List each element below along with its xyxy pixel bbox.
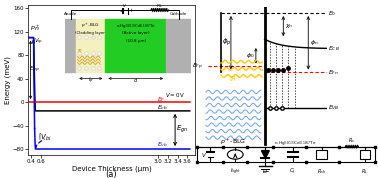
Text: $\phi_n$: $\phi_n$ <box>310 38 318 47</box>
Text: $E_F$: $E_F$ <box>157 95 166 104</box>
Text: $E_0$: $E_0$ <box>328 9 336 17</box>
Text: $E_{VB}$: $E_{VB}$ <box>328 104 340 112</box>
Text: $V = 0\,\mathrm{V}$: $V = 0\,\mathrm{V}$ <box>165 91 186 99</box>
Text: $C_j$: $C_j$ <box>290 167 296 177</box>
Text: $E_{cb}$: $E_{cb}$ <box>157 103 168 112</box>
Text: $E_{vb}$: $E_{vb}$ <box>157 140 168 149</box>
Text: $E_{CB}$: $E_{CB}$ <box>328 44 340 53</box>
Text: $E_{gp}$: $E_{gp}$ <box>29 65 40 75</box>
Text: $R_s$: $R_s$ <box>348 136 355 145</box>
Text: $\lceil V_{bi}$: $\lceil V_{bi}$ <box>38 132 52 143</box>
Text: $\phi_0$: $\phi_0$ <box>246 51 254 60</box>
Text: $E_{gn}$: $E_{gn}$ <box>176 124 188 135</box>
Text: $\chi_n$: $\chi_n$ <box>285 22 293 30</box>
Bar <box>360 150 370 159</box>
Polygon shape <box>262 151 269 158</box>
Text: $R_L$: $R_L$ <box>361 167 369 176</box>
Y-axis label: Energy (meV): Energy (meV) <box>5 56 11 104</box>
Text: $E_{Fn}$: $E_{Fn}$ <box>328 68 339 77</box>
Text: $E_{Fp}$: $E_{Fp}$ <box>192 61 203 72</box>
Bar <box>316 150 327 159</box>
Text: $R_{sh}$: $R_{sh}$ <box>317 167 326 176</box>
Text: $I_{light}$: $I_{light}$ <box>230 167 241 177</box>
Text: IR: IR <box>230 76 237 82</box>
Text: $n$: $n$ <box>34 25 39 32</box>
Text: $V_{ip}$: $V_{ip}$ <box>34 37 43 47</box>
Text: $p^+$: $p^+$ <box>29 23 40 33</box>
Text: $V$: $V$ <box>201 151 207 158</box>
Text: $D$: $D$ <box>262 167 268 175</box>
Text: $p^+$-BLG: $p^+$-BLG <box>220 137 246 147</box>
Text: $\phi_p$: $\phi_p$ <box>222 37 232 48</box>
Text: (a): (a) <box>106 170 117 178</box>
Text: $n$-Hg$_{0.8133}$Cd$_{0.1867}$Te: $n$-Hg$_{0.8133}$Cd$_{0.1867}$Te <box>274 139 317 147</box>
X-axis label: Device Thickness (μm): Device Thickness (μm) <box>72 165 151 172</box>
